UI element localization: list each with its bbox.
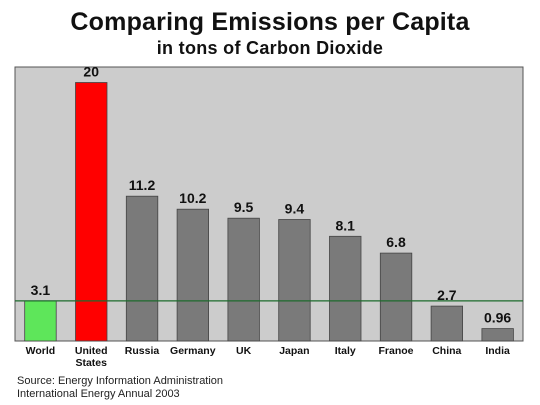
bar-0 xyxy=(24,300,57,342)
category-label-1: United xyxy=(75,345,108,357)
bar-7 xyxy=(379,252,413,342)
category-label-1-line-2: States xyxy=(75,357,107,369)
chart-title: Comparing Emissions per Capita xyxy=(70,8,470,36)
value-label-3: 10.2 xyxy=(179,190,206,206)
category-label-5: Japan xyxy=(279,345,309,357)
bar-4 xyxy=(227,217,260,342)
source-line-2: International Energy Annual 2003 xyxy=(17,388,180,400)
category-label-0: World xyxy=(26,345,56,357)
value-label-1: 20 xyxy=(83,64,99,80)
bar-6 xyxy=(329,235,362,342)
value-label-8: 2.7 xyxy=(437,287,457,303)
bar-8 xyxy=(430,305,464,342)
value-label-7: 6.8 xyxy=(386,234,406,250)
bar-1 xyxy=(75,82,108,342)
category-label-4: UK xyxy=(236,345,252,357)
category-label-7: Franoe xyxy=(378,345,413,357)
value-label-4: 9.5 xyxy=(234,199,254,215)
bar-5 xyxy=(278,219,311,342)
source-note: Source: Energy Information Administratio… xyxy=(17,375,223,401)
bar-3 xyxy=(176,208,210,342)
value-label-9: 0.96 xyxy=(484,310,511,326)
category-label-2: Russia xyxy=(125,345,160,357)
source-line-1: Source: Energy Information Administratio… xyxy=(17,375,224,387)
category-label-8: China xyxy=(432,345,461,357)
category-label-9: India xyxy=(485,345,510,357)
category-label-3: Germany xyxy=(170,345,216,357)
value-label-2: 11.2 xyxy=(129,177,156,193)
value-label-5: 9.4 xyxy=(285,201,305,217)
chart-subtitle: in tons of Carbon Dioxide xyxy=(156,38,384,58)
value-label-0: 3.1 xyxy=(31,282,51,298)
bar-9 xyxy=(481,328,514,342)
category-label-6: Italy xyxy=(335,345,356,357)
value-label-6: 8.1 xyxy=(335,217,355,233)
bar-2 xyxy=(125,195,159,342)
